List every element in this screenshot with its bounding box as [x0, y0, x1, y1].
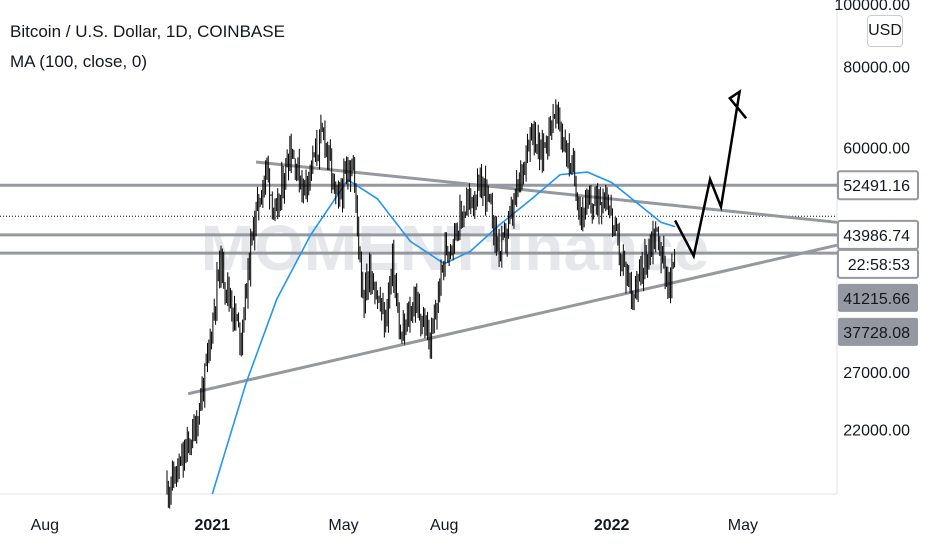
- price-label-4: 37728.08: [843, 325, 910, 342]
- price-label-box-2: [837, 248, 919, 279]
- price-labels: 52491.16 43986.74 22:58:53 41215.66 37728.08: [837, 170, 919, 346]
- trendline-upper: [255, 160, 838, 224]
- indicator-title: MA (100, close, 0): [10, 52, 148, 71]
- symbol-title: Bitcoin / U.S. Dollar, 1D, COINBASE: [10, 22, 285, 41]
- price-label-0: 52491.16: [843, 178, 910, 195]
- chart-legend: Bitcoin / U.S. Dollar, 1D, COINBASE MA (…: [10, 22, 285, 72]
- price-axis[interactable]: 100000.00 80000.00 60000.00 27000.00 22000.0…: [834, 0, 910, 440]
- trendline-lower: [187, 243, 838, 396]
- price-label-2: 22:58:53: [848, 257, 910, 274]
- x-tick-label-3: Aug: [430, 517, 458, 534]
- y-tick-label-2: 60000.00: [843, 141, 910, 158]
- x-tick-label-4: 2022: [594, 517, 630, 534]
- time-axis[interactable]: Aug 2021 May Aug 2022 May: [31, 517, 758, 534]
- axis-lines: [0, 0, 838, 495]
- ma-layer: [211, 171, 676, 495]
- currency-button[interactable]: USD: [867, 15, 903, 47]
- x-tick-label-2: May: [328, 517, 358, 534]
- price-label-3: 41215.66: [843, 291, 910, 308]
- price-label-box-4: [838, 317, 918, 346]
- ma-line: [211, 171, 676, 495]
- y-tick-label-1: 80000.00: [843, 60, 910, 77]
- y-tick-label-4: 22000.00: [843, 423, 910, 440]
- x-tick-label-5: May: [728, 517, 758, 534]
- projection-layer: [673, 89, 748, 260]
- price-label-1: 43986.74: [843, 228, 910, 245]
- trend-layer: [187, 160, 838, 396]
- price-label-box-3: [838, 283, 918, 312]
- x-tick-label-1: 2021: [194, 517, 230, 534]
- x-tick-label-0: Aug: [31, 517, 59, 534]
- y-tick-label-0: 100000.00: [834, 0, 910, 14]
- y-tick-label-3: 27000.00: [843, 365, 910, 382]
- candle-layer: [166, 99, 676, 509]
- price-label-box-0: [837, 170, 919, 201]
- projection-arrow: [673, 89, 748, 260]
